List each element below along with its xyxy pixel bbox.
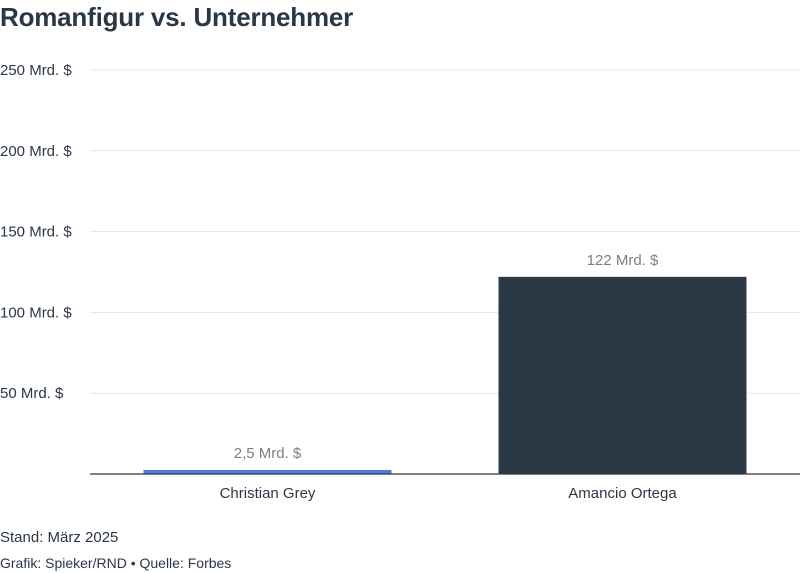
data-label: 2,5 Mrd. $ — [234, 445, 302, 462]
y-tick-label: 250 Mrd. $ — [0, 62, 72, 79]
y-tick-label: 100 Mrd. $ — [0, 304, 72, 321]
footer-stand: Stand: März 2025 — [0, 529, 119, 546]
data-labels: 2,5 Mrd. $ 122 Mrd. $ — [234, 252, 659, 462]
x-tick-label: Amancio Ortega — [568, 485, 677, 502]
bars — [143, 276, 747, 474]
data-label: 122 Mrd. $ — [587, 252, 659, 269]
y-tick-label: 150 Mrd. $ — [0, 224, 72, 241]
chart-title: Romanfigur vs. Unternehmer — [0, 2, 354, 32]
bar-amancio-ortega — [498, 276, 747, 474]
x-tick-label: Christian Grey — [220, 485, 316, 502]
x-tick-labels: Christian Grey Amancio Ortega — [220, 485, 678, 502]
y-tick-label: 50 Mrd. $ — [0, 385, 64, 402]
bar-christian-grey — [143, 469, 392, 474]
y-tick-label: 200 Mrd. $ — [0, 143, 72, 160]
y-tick-labels: 50 Mrd. $ 100 Mrd. $ 150 Mrd. $ 200 Mrd. $ 2… — [0, 62, 72, 402]
footer-credit: Grafik: Spieker/RND • Quelle: Forbes — [0, 555, 232, 571]
